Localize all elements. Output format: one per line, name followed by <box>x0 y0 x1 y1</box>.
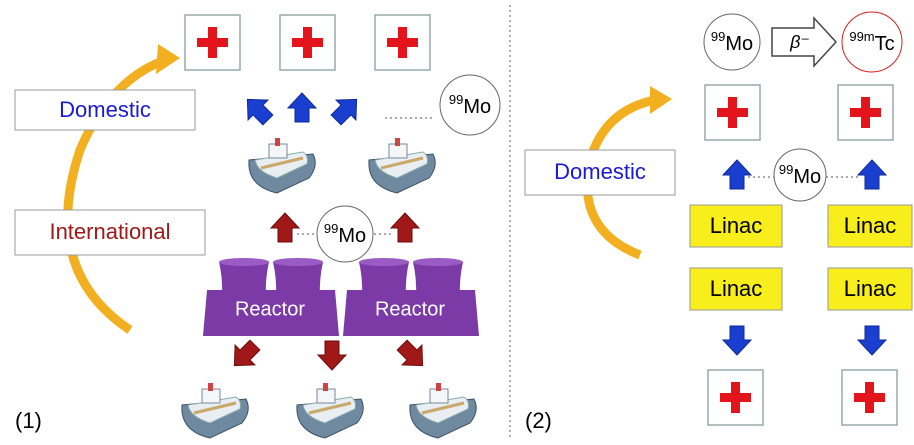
reactor <box>203 258 339 336</box>
linac-box <box>827 267 913 311</box>
arrow <box>722 159 752 190</box>
blue-arrows <box>722 325 887 356</box>
isotope-label: 99Mo <box>779 162 821 188</box>
reactor-label: Reactor <box>235 298 305 320</box>
daughter-label: 99mTc <box>849 29 894 55</box>
reactor-label: Reactor <box>375 298 445 320</box>
arrow-head <box>156 44 180 74</box>
arrow <box>390 212 420 243</box>
hospital <box>184 14 241 71</box>
blue-arrows <box>236 88 368 131</box>
isotope-circle <box>439 74 501 136</box>
linac-box <box>827 204 913 248</box>
arrow <box>236 88 279 131</box>
isotope-label: 99Mo <box>324 221 366 247</box>
arrow <box>317 340 347 371</box>
hospital <box>704 84 761 141</box>
ship <box>295 381 365 440</box>
arrow <box>857 159 887 190</box>
decay-arrow <box>771 16 838 68</box>
arrow-head <box>650 86 672 114</box>
arrow <box>223 334 266 377</box>
ship <box>247 136 317 195</box>
isotope-circle <box>316 205 374 263</box>
linac-label: Linac <box>710 276 763 301</box>
linac-label: Linac <box>710 213 763 238</box>
isotope-circle <box>773 148 827 202</box>
panel-1: Domestic 99Mo International 99Mo Reactor… <box>14 14 501 440</box>
domestic-box <box>524 149 676 196</box>
linac-box <box>689 267 783 311</box>
daughter-circle <box>841 11 903 73</box>
linac-label: Linac <box>844 213 897 238</box>
ship <box>367 136 437 195</box>
hospital <box>707 369 764 426</box>
isotope-label: 99Mo <box>449 92 491 118</box>
international-box <box>14 209 206 256</box>
panel-label: (2) <box>525 408 552 433</box>
arrow <box>287 92 317 123</box>
domestic-box <box>14 89 196 131</box>
ship <box>180 381 250 440</box>
arrow <box>391 334 434 377</box>
international-label: International <box>49 219 170 244</box>
linac-label: Linac <box>844 276 897 301</box>
arrow <box>857 325 887 356</box>
panel-label: (1) <box>15 408 42 433</box>
parent-label: 99Mo <box>711 29 753 55</box>
domestic-label: Domestic <box>554 159 646 184</box>
flow-arc <box>63 55 167 334</box>
arrow <box>270 212 300 243</box>
isotope-circle <box>703 13 761 71</box>
hospital <box>837 84 894 141</box>
arrow <box>722 325 752 356</box>
red-arrows <box>223 334 434 377</box>
hospital <box>841 369 898 426</box>
decay-label: β⁻ <box>789 32 810 52</box>
arrow <box>325 88 368 131</box>
hospital <box>374 14 431 71</box>
ship <box>408 381 478 440</box>
linac-box <box>689 204 783 248</box>
panel-2: 99Mo β⁻ 99mTc Domestic 99Mo Linac Linac … <box>524 11 913 433</box>
hospital <box>279 14 336 71</box>
domestic-label: Domestic <box>59 97 151 122</box>
reactor <box>343 258 479 336</box>
